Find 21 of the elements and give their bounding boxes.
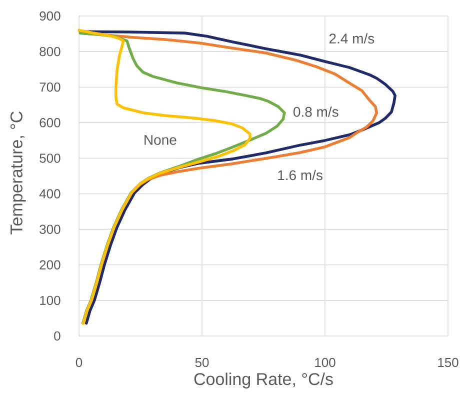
series-label: 2.4 m/s xyxy=(329,33,374,44)
y-axis-title: Temperature, °C xyxy=(10,111,26,234)
y-tick-label: 0 xyxy=(54,331,60,341)
x-tick-label: 100 xyxy=(315,358,336,368)
series-label: None xyxy=(144,135,176,145)
y-tick-label: 700 xyxy=(40,82,60,92)
x-tick-label: 0 xyxy=(76,358,82,368)
line-series xyxy=(78,28,252,325)
y-tick-label: 500 xyxy=(40,154,60,163)
x-tick-label: 50 xyxy=(195,358,209,368)
x-axis-title: Cooling Rate, °C/s xyxy=(194,372,333,388)
y-tick-label: 200 xyxy=(40,260,60,270)
y-tick-label: 600 xyxy=(40,118,60,128)
x-tick-label: 150 xyxy=(438,358,458,368)
y-tick-label: 300 xyxy=(40,224,60,234)
y-tick-label: 100 xyxy=(40,296,60,306)
series-label: 0.8 m/s xyxy=(293,106,338,117)
series-label: 1.6 m/s xyxy=(278,170,322,180)
y-tick-label: 800 xyxy=(40,46,60,56)
y-tick-label: 900 xyxy=(40,11,60,21)
y-tick-label: 400 xyxy=(39,189,60,198)
